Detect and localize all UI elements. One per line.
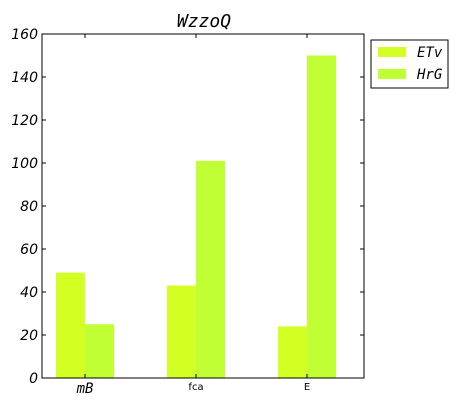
x-tick-label-fca: fca <box>188 382 203 393</box>
legend-frame <box>370 39 449 89</box>
y-tick-label-0: 0 <box>29 371 38 387</box>
bar-hrg-mb <box>85 324 114 378</box>
bar-hrg-fca <box>196 160 225 378</box>
legend-label-etv: ETv <box>417 45 443 61</box>
legend: ETv HrG <box>370 39 449 89</box>
y-tick-label-160: 160 <box>11 27 38 43</box>
y-tick-label-140: 140 <box>11 70 38 86</box>
legend-label-hrg: HrG <box>416 67 443 83</box>
bar-hrg-e <box>307 55 336 378</box>
x-tick-label-mb: mB <box>76 381 94 397</box>
y-tick-label-120: 120 <box>11 113 38 129</box>
chart-title: WzzoQ <box>177 11 231 32</box>
y-tick-label-20: 20 <box>20 328 38 344</box>
y-tick-label-100: 100 <box>11 156 38 172</box>
x-axis-ticks: mB fca E <box>76 34 310 397</box>
plot-frame <box>41 33 365 379</box>
x-tick-label-e: E <box>304 382 310 393</box>
y-tick-label-80: 80 <box>20 199 38 215</box>
bar-etv-e <box>278 326 307 378</box>
y-axis-ticks: 0 20 40 60 80 100 120 140 160 <box>11 27 364 387</box>
y-tick-label-40: 40 <box>20 285 38 301</box>
y-tick-label-60: 60 <box>20 242 38 258</box>
legend-swatch-etv <box>378 47 406 57</box>
bars-group <box>56 55 336 378</box>
legend-swatch-hrg <box>378 69 406 79</box>
bar-etv-mb <box>56 272 85 378</box>
bar-etv-fca <box>167 285 196 378</box>
